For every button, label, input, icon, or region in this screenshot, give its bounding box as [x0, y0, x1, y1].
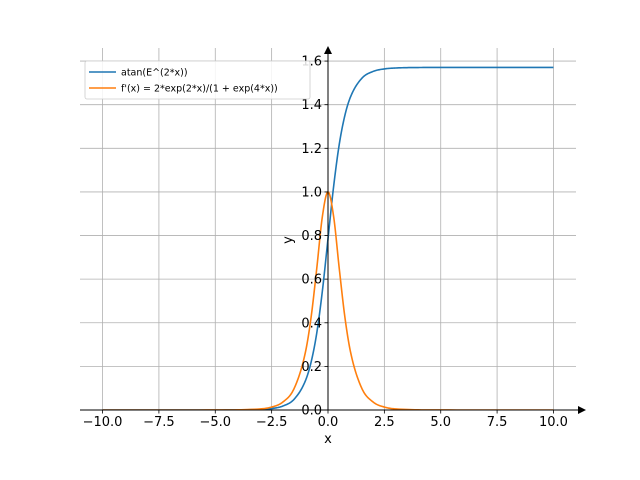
y-tick-label: 0.0: [301, 404, 322, 419]
x-axis-label: x: [324, 432, 332, 447]
y-tick-label: 0.6: [301, 273, 322, 288]
x-tick-label: 7.5: [487, 415, 508, 430]
x-tick-label: −7.5: [143, 415, 175, 430]
x-tick-label: 5.0: [430, 415, 451, 430]
y-tick-label: 0.2: [301, 360, 322, 375]
x-tick-label: 2.5: [374, 415, 395, 430]
y-tick-label: 1.4: [301, 98, 322, 113]
x-tick-label: −2.5: [256, 415, 288, 430]
legend-label-2: f'(x) = 2*exp(2*x)/(1 + exp(4*x)): [121, 84, 278, 95]
y-tick-label: 1.0: [301, 185, 322, 200]
y-tick-label: 0.8: [301, 229, 322, 244]
tick-labels: −10.0 −7.5 −5.0 −2.5 0.0 2.5 5.0 7.5 10.0 0.0 0.2 0…: [83, 55, 568, 430]
x-tick-label: 0.0: [318, 415, 339, 430]
legend: atan(E^(2*x)) f'(x) = 2*exp(2*x)/(1 + exp…: [84, 60, 311, 100]
y-axis-arrow: [324, 46, 332, 54]
legend-label-1: atan(E^(2*x)): [121, 68, 188, 79]
y-tick-label: 0.4: [301, 316, 322, 331]
x-tick-label: −10.0: [83, 415, 123, 430]
x-tick-label: −5.0: [199, 415, 231, 430]
x-tick-label: 10.0: [539, 415, 568, 430]
y-axis-label: y: [281, 236, 296, 244]
axes: [80, 46, 586, 414]
x-axis-arrow: [578, 406, 586, 414]
series-line-1: [102, 66, 554, 410]
y-tick-label: 1.2: [301, 142, 322, 157]
legend-box: [84, 60, 311, 100]
